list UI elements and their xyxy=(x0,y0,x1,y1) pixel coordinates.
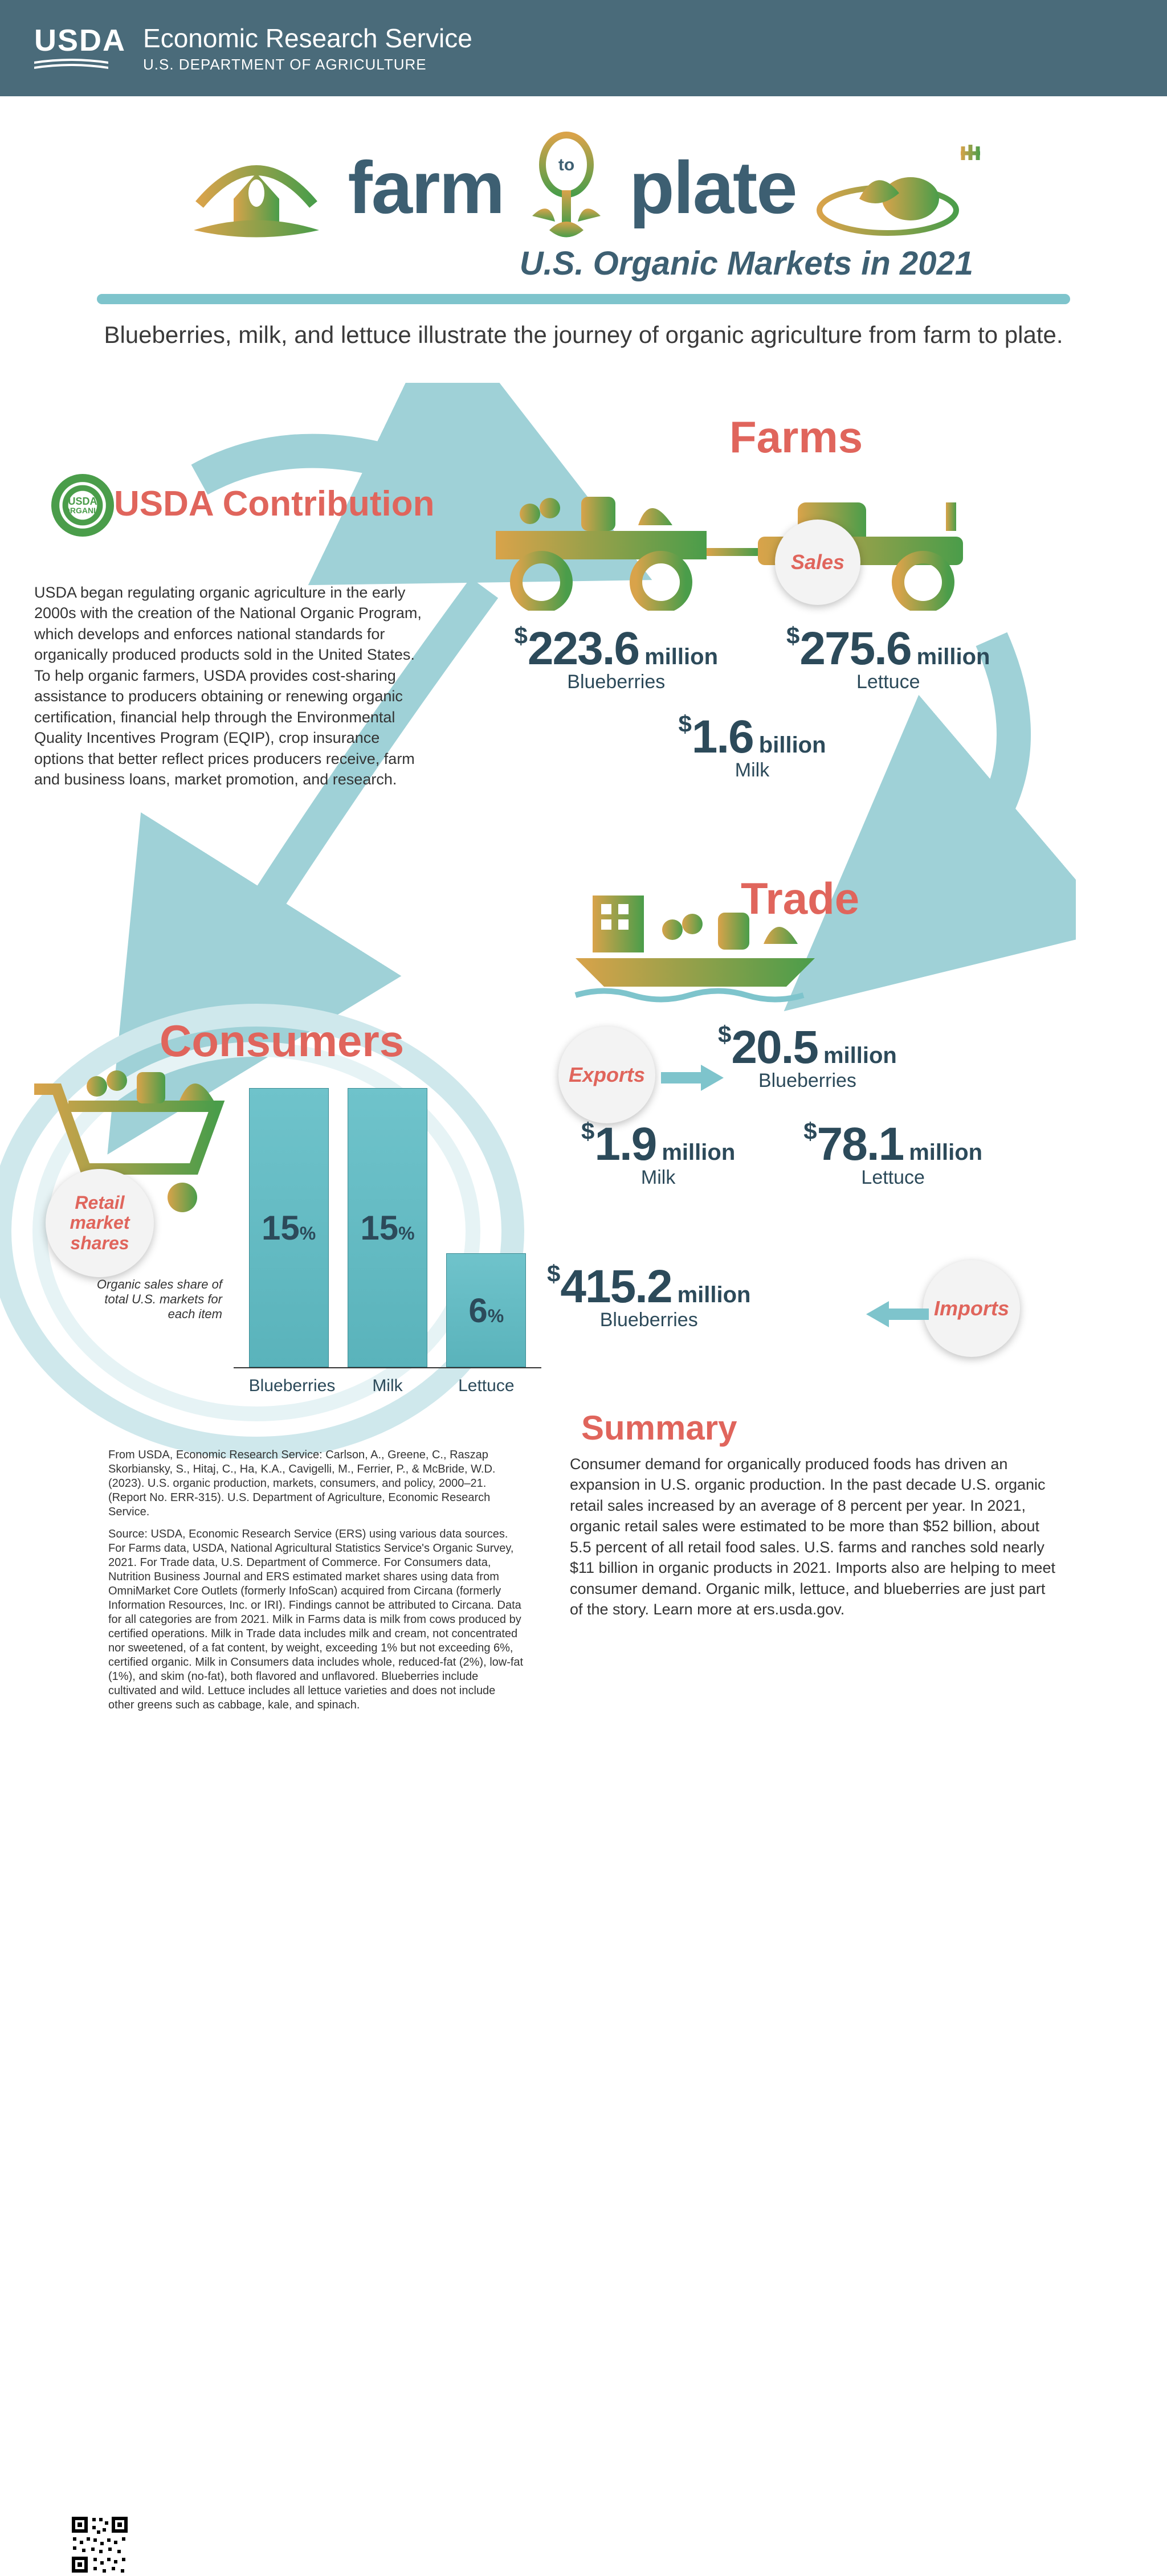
trade-import-blueberries: $415.2million Blueberries xyxy=(547,1260,750,1331)
title-row: farm to plate xyxy=(46,130,1121,244)
qr-code-icon xyxy=(68,2513,131,2576)
bar-label-lettuce: Lettuce xyxy=(446,1376,526,1396)
usda-logo-text: USDA xyxy=(34,25,126,56)
usda-badge-top: USDA xyxy=(68,496,97,506)
farmhouse-icon xyxy=(182,130,330,244)
source-citation: From USDA, Economic Research Service: Ca… xyxy=(108,1448,524,1519)
usda-badge-bottom: ORGANIC xyxy=(64,506,101,514)
farm-stat-milk: $1.6billion Milk xyxy=(678,710,826,782)
title-word-farm: farm xyxy=(348,145,504,230)
sales-badge: Sales xyxy=(775,520,860,605)
sources-block: From USDA, Economic Research Service: Ca… xyxy=(34,1448,524,1712)
trade-export-lettuce: $78.1million Lettuce xyxy=(803,1118,982,1189)
retail-bar-chart: 15% 15% 6% Blueberries Milk Lettuce xyxy=(234,1083,541,1403)
leaf-spoon-icon: to xyxy=(521,130,612,244)
bar-milk: 15% xyxy=(348,1088,427,1367)
divider-rule xyxy=(97,294,1070,304)
title-section: farm to plate xyxy=(0,96,1167,383)
import-arrow-icon xyxy=(866,1300,929,1328)
exports-label: Exports xyxy=(569,1063,645,1087)
header-text: Economic Research Service U.S. DEPARTMEN… xyxy=(143,23,472,73)
exports-badge: Exports xyxy=(558,1027,655,1123)
retail-badge-label: Retail market shares xyxy=(46,1193,154,1253)
farm-stat-blueberries: $223.6million Blueberries xyxy=(515,622,718,693)
summary-body: Consumer demand for organically produced… xyxy=(570,1454,1060,1620)
farm-stats: $223.6million Blueberries $275.6million … xyxy=(479,622,1026,799)
bar-label-blueberries: Blueberries xyxy=(249,1376,329,1396)
retail-note: Organic sales share of total U.S. market… xyxy=(91,1277,222,1322)
imports-badge: Imports xyxy=(923,1260,1020,1357)
usda-body: USDA began regulating organic agricultur… xyxy=(34,582,422,790)
trade-export-milk: $1.9million Milk xyxy=(581,1118,735,1189)
usda-organic-badge-icon: USDA ORGANIC xyxy=(51,474,114,537)
imports-label: Imports xyxy=(934,1297,1009,1320)
bar-labels: Blueberries Milk Lettuce xyxy=(234,1368,541,1396)
usda-logo: USDA xyxy=(34,25,126,72)
main-content: USDA ORGANIC USDA Contribution USDA bega… xyxy=(0,383,1167,1465)
bar-lettuce: 6% xyxy=(446,1253,526,1367)
header-bar: USDA Economic Research Service U.S. DEPA… xyxy=(0,0,1167,96)
usda-heading: USDA Contribution xyxy=(114,485,434,522)
title-word-plate: plate xyxy=(629,145,796,230)
agency-title: Economic Research Service xyxy=(143,23,472,54)
sales-label: Sales xyxy=(791,550,844,574)
farm-stat-lettuce: $275.6million Lettuce xyxy=(786,622,990,693)
subtitle: U.S. Organic Markets in 2021 xyxy=(520,245,973,282)
export-arrow-icon xyxy=(661,1064,724,1092)
plate-icon xyxy=(814,130,985,244)
bar-area: 15% 15% 6% xyxy=(234,1083,541,1368)
retail-badge: Retail market shares xyxy=(46,1169,154,1277)
ship-icon xyxy=(570,884,821,1009)
intro-text: Blueberries, milk, and lettuce illustrat… xyxy=(46,321,1121,371)
tractor-cart-icon xyxy=(479,468,991,611)
summary-heading: Summary xyxy=(581,1408,737,1448)
bar-blueberries: 15% xyxy=(249,1088,329,1367)
trade-export-blueberries: $20.5million Blueberries xyxy=(718,1021,897,1092)
bar-label-milk: Milk xyxy=(348,1376,427,1396)
title-word-to: to xyxy=(558,156,574,174)
source-details: Source: USDA, Economic Research Service … xyxy=(108,1527,524,1712)
agency-subtitle: U.S. DEPARTMENT OF AGRICULTURE xyxy=(143,56,472,73)
farms-heading: Farms xyxy=(729,411,863,463)
usda-logo-swoosh-icon xyxy=(34,58,108,72)
